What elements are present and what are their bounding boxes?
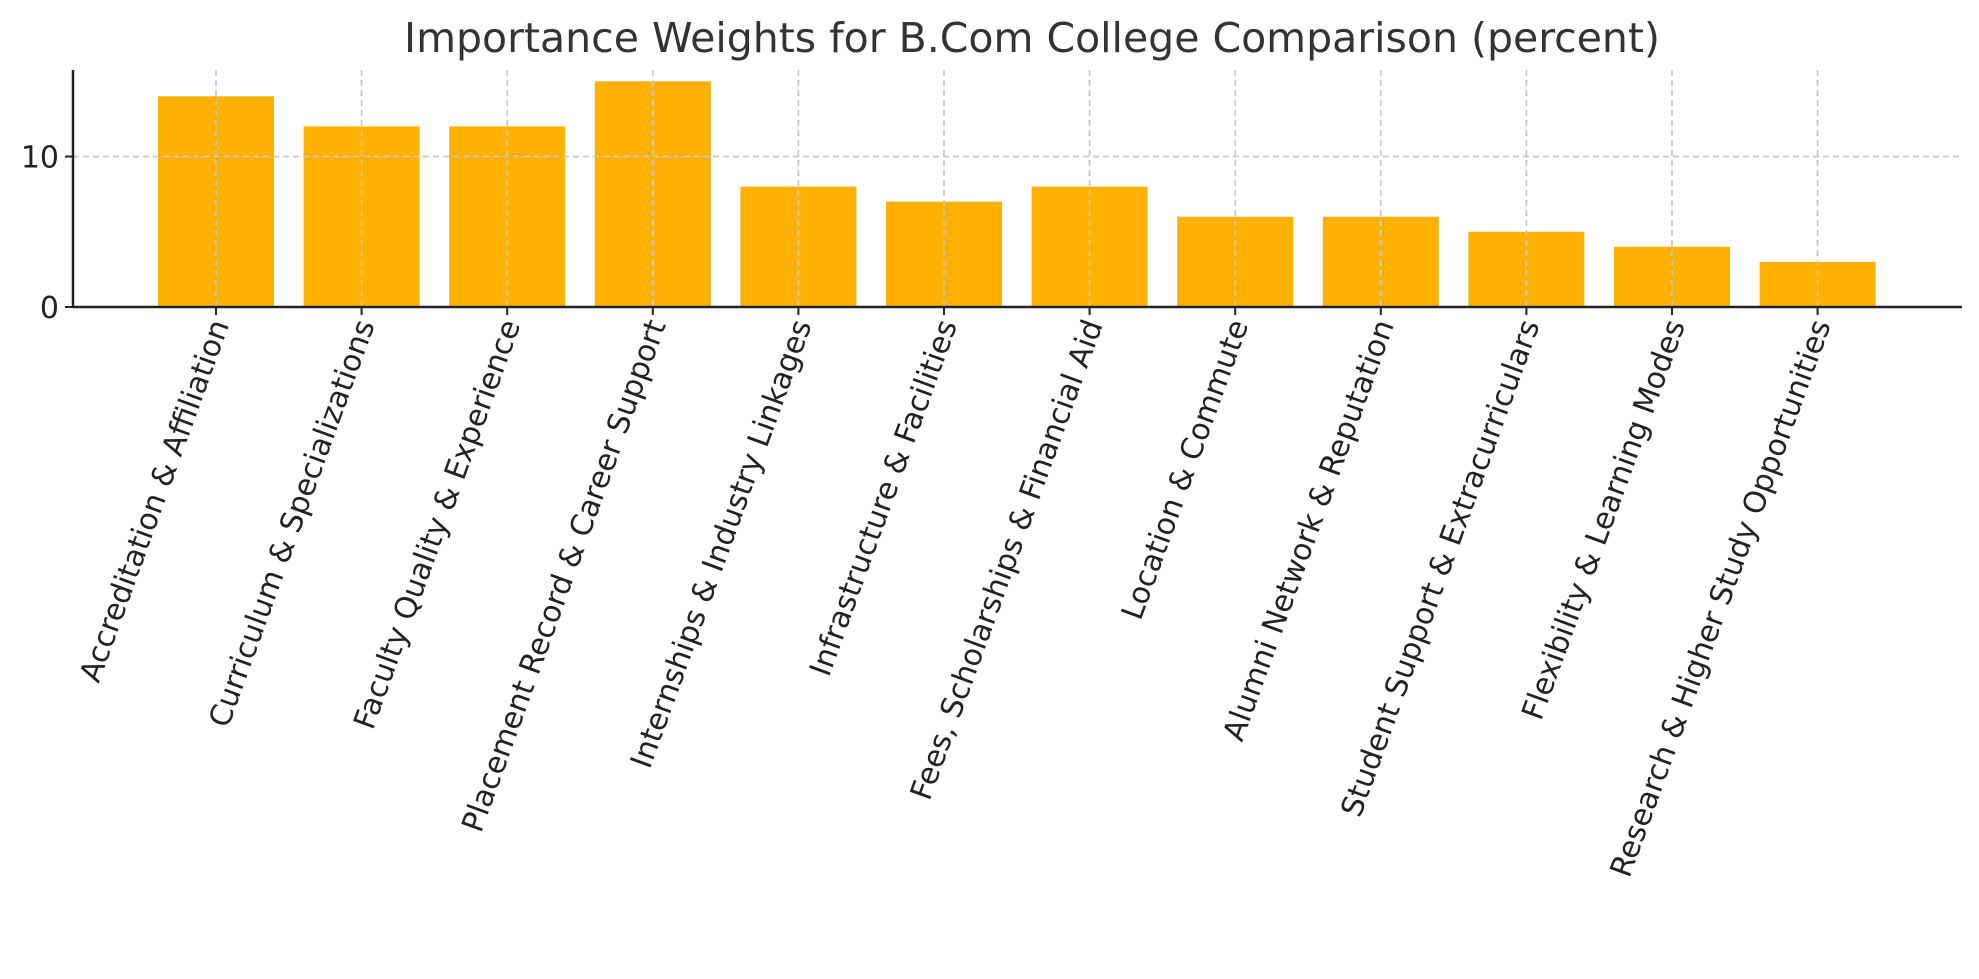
y-tick-label: 0 [40, 291, 59, 326]
x-tick-label: Infrastructure & Facilities [803, 315, 965, 681]
bar [303, 126, 420, 307]
bars-layer [73, 70, 1962, 308]
x-tick-label: Flexibility & Learning Modes [1515, 315, 1692, 724]
bar [740, 186, 857, 307]
y-tick-label: 10 [21, 141, 59, 176]
chart-title: Importance Weights for B.Com College Com… [404, 14, 1660, 62]
x-tick-label: Accreditation & Affiliation [73, 315, 237, 687]
axes-layer [65, 70, 1962, 315]
bar [1031, 186, 1148, 307]
x-tick-label: Curriculum & Specializations [202, 315, 382, 732]
bar [1614, 246, 1730, 307]
x-tick-label: Location & Commute [1115, 315, 1256, 624]
x-tick-label: Alumni Network & Reputation [1217, 315, 1402, 745]
x-tick-label: Faculty Quality & Experience [347, 315, 528, 734]
x-tick-label: Internships & Industry Linkages [624, 315, 819, 773]
